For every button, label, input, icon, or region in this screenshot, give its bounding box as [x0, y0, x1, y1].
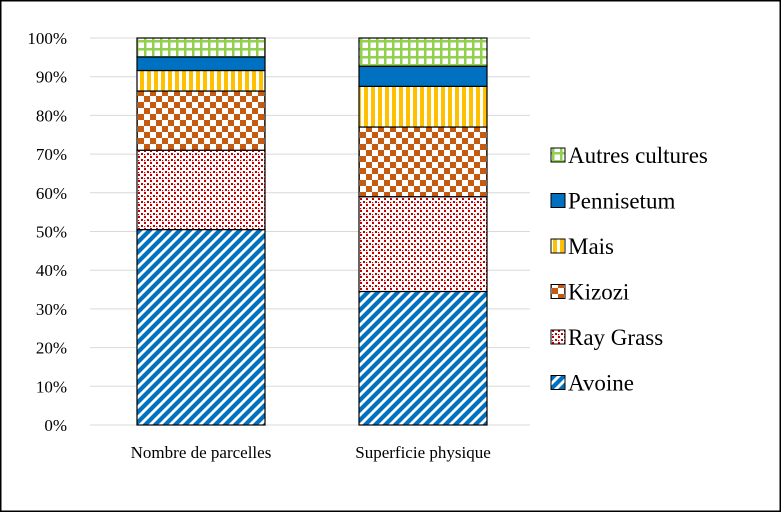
- y-tick-label: 30%: [36, 300, 67, 319]
- legend-swatch-ray-grass: [550, 329, 566, 345]
- legend-swatch-kizozi: [550, 284, 566, 299]
- y-tick-label: 70%: [36, 145, 67, 164]
- x-category-label: Superficie physique: [355, 443, 491, 462]
- legend: Autres cultures Pennisetum Mais Kizozi Ray G…: [550, 143, 708, 396]
- bar-segment-ray-grass: [136, 149, 266, 231]
- legend-swatch-mais: [550, 238, 566, 254]
- bar-segment-autres-cultures: [358, 37, 488, 67]
- y-tick-label: 100%: [27, 29, 67, 48]
- bar-segment-kizozi: [358, 126, 488, 198]
- y-tick-label: 80%: [36, 106, 67, 125]
- legend-label: Kizozi: [568, 280, 629, 305]
- legend-swatch-avoine: [550, 375, 566, 390]
- bar-segment-autres-cultures: [136, 37, 266, 58]
- legend-label: Avoine: [568, 371, 634, 396]
- y-tick-label: 40%: [36, 261, 67, 280]
- legend-label: Mais: [568, 234, 614, 259]
- y-tick-label: 60%: [36, 184, 67, 203]
- bar-segment-avoine: [358, 290, 488, 426]
- y-tick-label: 90%: [36, 68, 67, 87]
- y-tick-label: 50%: [36, 223, 67, 242]
- bar-segment-mais: [358, 85, 488, 128]
- y-tick-label: 20%: [36, 339, 67, 358]
- legend-label: Autres cultures: [568, 143, 708, 168]
- bar-segment-pennisetum: [136, 56, 266, 72]
- bar-segment-kizozi: [136, 90, 266, 151]
- legend-label: Ray Grass: [568, 325, 663, 350]
- bars: [136, 37, 488, 426]
- x-axis-category-labels: Nombre de parcelles Superficie physique: [131, 443, 491, 462]
- bar-segment-mais: [136, 69, 266, 92]
- bar-segment-ray-grass: [358, 196, 488, 293]
- legend-swatch-autres-cultures: [550, 147, 566, 163]
- legend-label: Pennisetum: [568, 189, 675, 214]
- legend-swatch-pennisetum: [550, 193, 566, 208]
- y-tick-label: 10%: [36, 377, 67, 396]
- bar-segment-avoine: [136, 228, 266, 426]
- bar-segment-pennisetum: [358, 65, 488, 87]
- y-axis-tick-labels: 0% 10% 20% 30% 40% 50% 60% 70% 80% 90% 100%: [27, 29, 67, 435]
- x-category-label: Nombre de parcelles: [131, 443, 272, 462]
- y-tick-label: 0%: [44, 416, 67, 435]
